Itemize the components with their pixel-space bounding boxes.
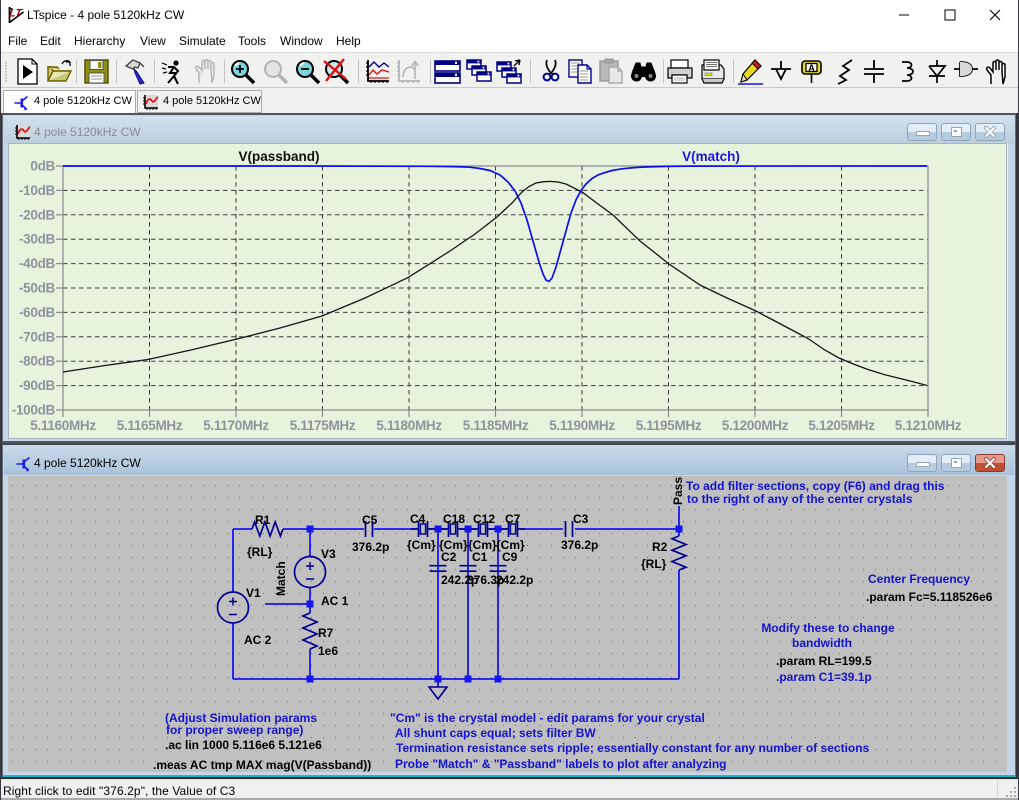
- svg-text:{RL}: {RL}: [641, 557, 667, 571]
- svg-text:(Adjust Simulation params: (Adjust Simulation params: [165, 711, 317, 725]
- svg-text:-60dB: -60dB: [19, 305, 56, 320]
- svg-text:Match: Match: [274, 561, 288, 596]
- svg-text:{Cm}: {Cm}: [496, 538, 525, 552]
- svg-text:"Cm" is the crystal model - ed: "Cm" is the crystal model - edit params …: [390, 711, 705, 725]
- svg-text:5.1160MHz: 5.1160MHz: [30, 418, 96, 433]
- svg-text:LT: LT: [8, 8, 24, 20]
- svg-text:R2: R2: [652, 540, 668, 554]
- svg-text:-50dB: -50dB: [19, 281, 56, 296]
- svg-text:AC 1: AC 1: [321, 594, 349, 608]
- svg-text:5.1195MHz: 5.1195MHz: [636, 418, 702, 433]
- svg-text:Probe "Match" & "Passband" lab: Probe "Match" & "Passband" labels to plo…: [395, 757, 727, 771]
- svg-text:.meas AC tmp MAX mag(V(Passban: .meas AC tmp MAX mag(V(Passband)): [153, 758, 371, 772]
- svg-text:V(match): V(match): [682, 149, 740, 164]
- svg-text:{RL}: {RL}: [247, 545, 273, 559]
- svg-text:for proper sweep range): for proper sweep range): [166, 723, 303, 737]
- svg-text:bandwidth: bandwidth: [792, 636, 852, 650]
- svg-text:-40dB: -40dB: [19, 256, 56, 271]
- svg-text:-90dB: -90dB: [19, 378, 56, 393]
- svg-text:1e6: 1e6: [318, 644, 338, 658]
- svg-text:5.1170MHz: 5.1170MHz: [203, 418, 269, 433]
- svg-text:{Cm}: {Cm}: [439, 538, 468, 552]
- svg-text:5.1205MHz: 5.1205MHz: [808, 418, 875, 433]
- svg-text:376.3p: 376.3p: [467, 573, 504, 587]
- svg-text:5.1200MHz: 5.1200MHz: [722, 418, 789, 433]
- svg-text:5.1185MHz: 5.1185MHz: [463, 418, 529, 433]
- svg-text:.ac lin 1000 5.116e6 5.121e6: .ac lin 1000 5.116e6 5.121e6: [165, 738, 322, 752]
- svg-text:R1: R1: [255, 513, 271, 527]
- svg-text:.param Fc=5.118526e6: .param Fc=5.118526e6: [866, 590, 993, 604]
- svg-text:5.1190MHz: 5.1190MHz: [549, 418, 615, 433]
- svg-text:C2: C2: [441, 550, 457, 564]
- svg-text:To add filter sections, copy (: To add filter sections, copy (F6) and dr…: [686, 479, 945, 493]
- svg-text:to the right of any of the cen: to the right of any of the center crysta…: [687, 492, 913, 506]
- svg-text:C5: C5: [362, 513, 378, 527]
- svg-text:C1: C1: [472, 550, 488, 564]
- svg-text:C12: C12: [473, 512, 495, 526]
- svg-text:All shunt caps equal; sets fil: All shunt caps equal; sets filter BW: [395, 726, 596, 740]
- svg-text:5.1210MHz: 5.1210MHz: [895, 418, 962, 433]
- svg-text:V3: V3: [321, 547, 336, 561]
- svg-text:C18: C18: [443, 512, 465, 526]
- svg-text:C4: C4: [410, 512, 426, 526]
- svg-text:0dB: 0dB: [30, 159, 55, 174]
- svg-text:V1: V1: [246, 586, 261, 600]
- svg-text:5.1165MHz: 5.1165MHz: [117, 418, 183, 433]
- svg-text:242.2p: 242.2p: [496, 573, 533, 587]
- svg-text:R7: R7: [318, 626, 334, 640]
- svg-text:5.1180MHz: 5.1180MHz: [376, 418, 442, 433]
- svg-text:5.1175MHz: 5.1175MHz: [290, 418, 356, 433]
- svg-text:V(passband): V(passband): [238, 149, 319, 164]
- svg-text:Passband: Passband: [671, 476, 685, 505]
- svg-text:-100dB: -100dB: [12, 403, 56, 418]
- svg-text:{Cm}: {Cm}: [468, 538, 497, 552]
- svg-text:.param RL=199.5: .param RL=199.5: [776, 654, 872, 668]
- svg-text:Termination resistance sets ri: Termination resistance sets ripple; esse…: [396, 741, 870, 755]
- svg-text:376.2p: 376.2p: [352, 540, 389, 554]
- svg-text:-30dB: -30dB: [19, 232, 56, 247]
- svg-text:Center Frequency: Center Frequency: [868, 572, 970, 586]
- svg-text:A: A: [808, 63, 815, 73]
- svg-text:.param C1=39.1p: .param C1=39.1p: [776, 670, 872, 684]
- svg-text:-10dB: -10dB: [19, 183, 56, 198]
- svg-text:-80dB: -80dB: [19, 354, 56, 369]
- svg-text:C7: C7: [505, 512, 521, 526]
- svg-text:-20dB: -20dB: [19, 207, 56, 222]
- svg-text:-70dB: -70dB: [19, 329, 56, 344]
- svg-text:C9: C9: [502, 550, 518, 564]
- svg-text:{Cm}: {Cm}: [407, 538, 436, 552]
- svg-text:376.2p: 376.2p: [561, 538, 598, 552]
- svg-text:AC 2: AC 2: [244, 633, 272, 647]
- svg-text:Modify these to change: Modify these to change: [761, 621, 895, 635]
- svg-text:242.2p: 242.2p: [441, 573, 478, 587]
- svg-text:C3: C3: [573, 512, 589, 526]
